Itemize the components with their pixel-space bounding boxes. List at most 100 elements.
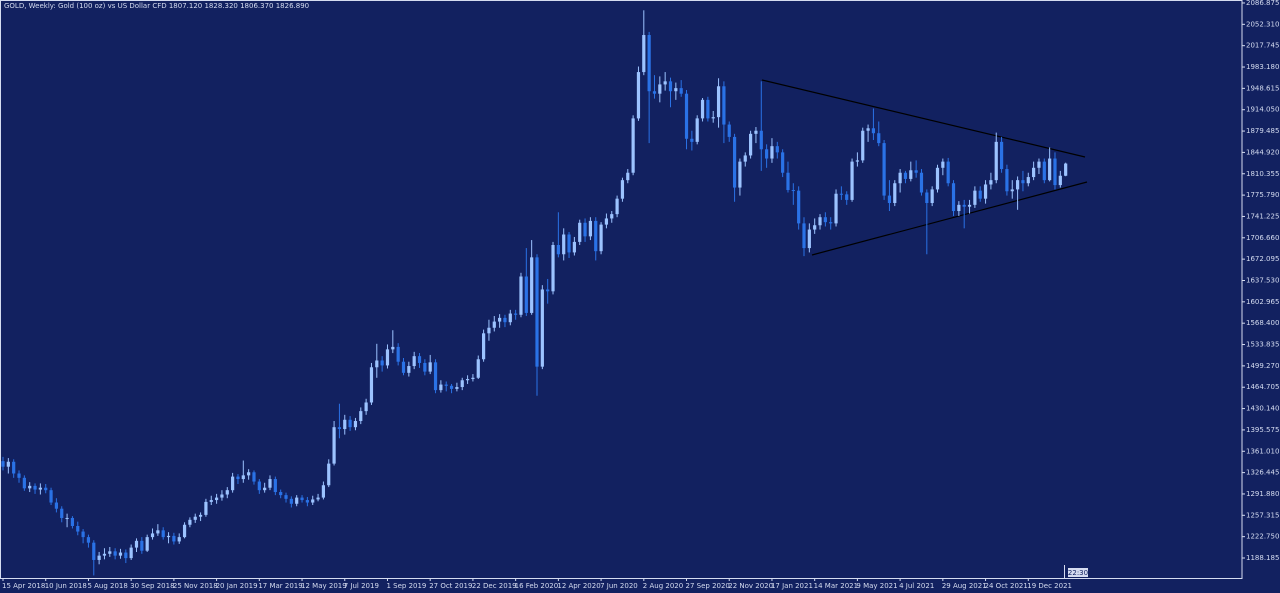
candle-body xyxy=(247,472,251,476)
candle-body xyxy=(562,234,566,255)
candle-body xyxy=(476,359,480,378)
candle-body xyxy=(743,155,747,162)
candle-body xyxy=(887,195,892,204)
candle-body xyxy=(252,472,256,482)
candle-body xyxy=(215,497,219,501)
candle-body xyxy=(514,313,518,315)
trendline-upper xyxy=(761,79,1086,158)
candle-body xyxy=(834,193,838,224)
candle-body xyxy=(1048,158,1052,181)
candle-body xyxy=(962,204,966,207)
x-tick-label: 17 Mar 2019 xyxy=(258,582,302,590)
candle-body xyxy=(353,421,358,428)
candle-body xyxy=(423,362,427,372)
candle-body xyxy=(909,170,913,179)
candle-body xyxy=(700,99,705,119)
candle-body xyxy=(182,524,187,538)
candle-body xyxy=(295,497,299,504)
chart-title: GOLD, Weekly: Gold (100 oz) vs US Dollar… xyxy=(4,2,309,10)
y-tick-label: 1361.010 xyxy=(1246,447,1279,455)
candle-body xyxy=(12,461,16,474)
candle-body xyxy=(1053,158,1057,186)
candle-body xyxy=(583,222,587,237)
candle-body xyxy=(759,130,763,150)
candle-body xyxy=(241,475,245,480)
candle-body xyxy=(732,136,737,188)
candle-body xyxy=(38,487,42,490)
candle-body xyxy=(332,427,336,464)
candle-body xyxy=(989,180,993,185)
candle-body xyxy=(28,485,32,489)
x-tick-label: 16 Feb 2020 xyxy=(515,582,559,590)
candle-body xyxy=(706,99,710,119)
candle-body xyxy=(829,222,833,224)
candle-body xyxy=(268,479,272,488)
candle-body xyxy=(524,276,528,313)
candle-body xyxy=(1021,180,1025,184)
candle-body xyxy=(556,244,560,255)
candle-body xyxy=(161,530,165,538)
candle-body xyxy=(60,508,64,518)
candle-body xyxy=(279,492,283,496)
candle-body xyxy=(786,172,790,191)
candle-body xyxy=(396,346,400,362)
x-tick-label: 25 Nov 2018 xyxy=(173,582,218,590)
candle-body xyxy=(273,479,277,493)
y-tick-label: 1775.790 xyxy=(1246,191,1279,199)
y-tick-label: 1914.050 xyxy=(1246,106,1279,114)
candle-body xyxy=(599,224,603,252)
candle-body xyxy=(882,143,886,196)
candle-body xyxy=(172,535,176,542)
candle-body xyxy=(380,360,384,366)
candle-body xyxy=(49,490,53,503)
x-tick-label: 5 Aug 2018 xyxy=(87,582,127,590)
candle-body xyxy=(236,476,240,480)
y-tick-label: 1326.445 xyxy=(1246,469,1279,477)
candle-body xyxy=(546,289,550,292)
candle-body xyxy=(663,81,667,85)
y-tick-label: 2017.745 xyxy=(1246,42,1279,50)
candle-body xyxy=(775,146,779,153)
candle-body xyxy=(428,362,432,372)
countdown: 22:30 xyxy=(1068,569,1088,577)
candle-body xyxy=(209,500,213,502)
candle-body xyxy=(754,130,758,134)
y-tick-label: 1948.615 xyxy=(1246,84,1279,92)
y-tick-label: 1810.355 xyxy=(1246,170,1279,178)
candle-body xyxy=(1032,167,1036,178)
y-tick-label: 1188.185 xyxy=(1246,554,1279,562)
candle-body xyxy=(439,384,443,391)
candle-body xyxy=(375,360,379,368)
candle-body xyxy=(407,366,411,373)
candle-body xyxy=(482,333,486,360)
candle-body xyxy=(343,419,347,430)
x-tick-label: 27 Sep 2020 xyxy=(686,582,730,590)
candle-body xyxy=(935,167,940,190)
x-tick-label: 29 Aug 2021 xyxy=(942,582,987,590)
candle-body xyxy=(871,128,876,134)
y-tick-label: 1257.315 xyxy=(1246,511,1279,519)
x-tick-label: 12 Apr 2020 xyxy=(557,582,600,590)
y-tick-label: 1983.180 xyxy=(1246,63,1279,71)
candle-body xyxy=(220,494,224,498)
candle-body xyxy=(311,499,315,503)
candle-body xyxy=(1026,177,1030,184)
candle-body xyxy=(1042,161,1046,181)
y-tick-label: 1499.270 xyxy=(1246,362,1279,370)
candle-body xyxy=(156,530,160,534)
candle-body xyxy=(530,257,534,313)
candle-body xyxy=(385,349,390,366)
countdown-box xyxy=(1068,568,1088,577)
candle-body xyxy=(471,377,475,380)
candle-body xyxy=(455,387,459,389)
x-tick-label: 4 Jul 2021 xyxy=(899,582,934,590)
candle-body xyxy=(893,183,897,204)
candle-body xyxy=(150,533,155,538)
candle-body xyxy=(460,380,464,388)
candle-body xyxy=(791,190,795,192)
candle-body xyxy=(551,244,555,292)
candle-body xyxy=(1064,163,1068,176)
candle-body xyxy=(44,487,48,491)
candle-body xyxy=(134,540,139,548)
candle-body xyxy=(316,497,320,500)
